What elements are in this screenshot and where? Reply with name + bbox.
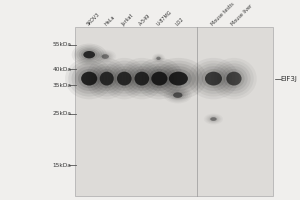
Ellipse shape bbox=[171, 91, 184, 99]
Ellipse shape bbox=[173, 92, 182, 98]
Ellipse shape bbox=[198, 66, 229, 91]
Ellipse shape bbox=[72, 44, 107, 66]
Ellipse shape bbox=[83, 51, 95, 58]
Text: 25kDa: 25kDa bbox=[52, 111, 72, 116]
Ellipse shape bbox=[71, 63, 107, 94]
Ellipse shape bbox=[217, 63, 251, 94]
Ellipse shape bbox=[156, 57, 161, 60]
Ellipse shape bbox=[195, 63, 232, 94]
Ellipse shape bbox=[94, 66, 119, 91]
Ellipse shape bbox=[158, 63, 199, 94]
Ellipse shape bbox=[74, 45, 104, 64]
Ellipse shape bbox=[191, 61, 236, 97]
Ellipse shape bbox=[210, 117, 217, 121]
Ellipse shape bbox=[100, 72, 114, 85]
Text: A-549: A-549 bbox=[138, 13, 152, 27]
Ellipse shape bbox=[91, 63, 122, 94]
Ellipse shape bbox=[129, 66, 155, 91]
Ellipse shape bbox=[105, 61, 143, 97]
Ellipse shape bbox=[151, 72, 167, 85]
Ellipse shape bbox=[120, 58, 164, 99]
Ellipse shape bbox=[161, 66, 196, 91]
Ellipse shape bbox=[108, 63, 140, 94]
Ellipse shape bbox=[81, 50, 98, 60]
Ellipse shape bbox=[65, 58, 113, 99]
Ellipse shape bbox=[223, 69, 244, 88]
Ellipse shape bbox=[135, 58, 184, 99]
Ellipse shape bbox=[220, 66, 247, 91]
Ellipse shape bbox=[97, 69, 117, 88]
Ellipse shape bbox=[226, 72, 242, 85]
Ellipse shape bbox=[210, 117, 217, 121]
Ellipse shape bbox=[226, 72, 242, 85]
Ellipse shape bbox=[102, 58, 146, 99]
Text: Jurkat: Jurkat bbox=[121, 13, 134, 27]
Ellipse shape bbox=[148, 69, 171, 88]
Ellipse shape bbox=[173, 92, 182, 98]
Text: Mouse liver: Mouse liver bbox=[230, 4, 254, 27]
Ellipse shape bbox=[155, 56, 162, 61]
Bar bbox=[75, 27, 273, 196]
Text: 15kDa: 15kDa bbox=[53, 163, 72, 168]
Text: 40kDa: 40kDa bbox=[52, 67, 72, 72]
Ellipse shape bbox=[75, 66, 104, 91]
Ellipse shape bbox=[169, 90, 186, 100]
Ellipse shape bbox=[169, 72, 188, 85]
Ellipse shape bbox=[169, 72, 188, 85]
Ellipse shape bbox=[111, 66, 137, 91]
Ellipse shape bbox=[134, 72, 149, 85]
Ellipse shape bbox=[165, 69, 192, 88]
Text: HeLa: HeLa bbox=[103, 15, 116, 27]
Ellipse shape bbox=[151, 72, 167, 85]
Text: Mouse testis: Mouse testis bbox=[210, 2, 235, 27]
Ellipse shape bbox=[100, 53, 110, 60]
Ellipse shape bbox=[150, 58, 207, 99]
Ellipse shape bbox=[205, 72, 222, 85]
Ellipse shape bbox=[102, 54, 109, 59]
Text: EIF3J: EIF3J bbox=[281, 76, 298, 82]
Ellipse shape bbox=[81, 72, 97, 85]
Ellipse shape bbox=[202, 69, 225, 88]
Ellipse shape bbox=[139, 61, 180, 97]
Ellipse shape bbox=[114, 69, 134, 88]
Ellipse shape bbox=[142, 63, 177, 94]
Ellipse shape bbox=[117, 72, 132, 85]
Ellipse shape bbox=[68, 61, 110, 97]
Ellipse shape bbox=[88, 61, 125, 97]
Text: SKOV3: SKOV3 bbox=[86, 12, 101, 27]
Ellipse shape bbox=[79, 48, 100, 61]
Ellipse shape bbox=[102, 54, 109, 59]
Ellipse shape bbox=[156, 57, 161, 60]
Ellipse shape bbox=[78, 69, 100, 88]
Ellipse shape bbox=[134, 72, 149, 85]
Text: 35kDa: 35kDa bbox=[52, 83, 72, 88]
Ellipse shape bbox=[205, 72, 222, 85]
Ellipse shape bbox=[126, 63, 158, 94]
Ellipse shape bbox=[132, 69, 152, 88]
Ellipse shape bbox=[117, 72, 132, 85]
Text: 55kDa: 55kDa bbox=[52, 42, 72, 47]
Text: LO2: LO2 bbox=[175, 17, 185, 27]
Text: U-87MG: U-87MG bbox=[156, 10, 173, 27]
Ellipse shape bbox=[123, 61, 161, 97]
Ellipse shape bbox=[100, 72, 114, 85]
Ellipse shape bbox=[145, 66, 174, 91]
Ellipse shape bbox=[86, 58, 128, 99]
Ellipse shape bbox=[81, 72, 97, 85]
Ellipse shape bbox=[76, 47, 102, 63]
Ellipse shape bbox=[209, 116, 218, 122]
Ellipse shape bbox=[154, 61, 203, 97]
Ellipse shape bbox=[83, 51, 95, 58]
